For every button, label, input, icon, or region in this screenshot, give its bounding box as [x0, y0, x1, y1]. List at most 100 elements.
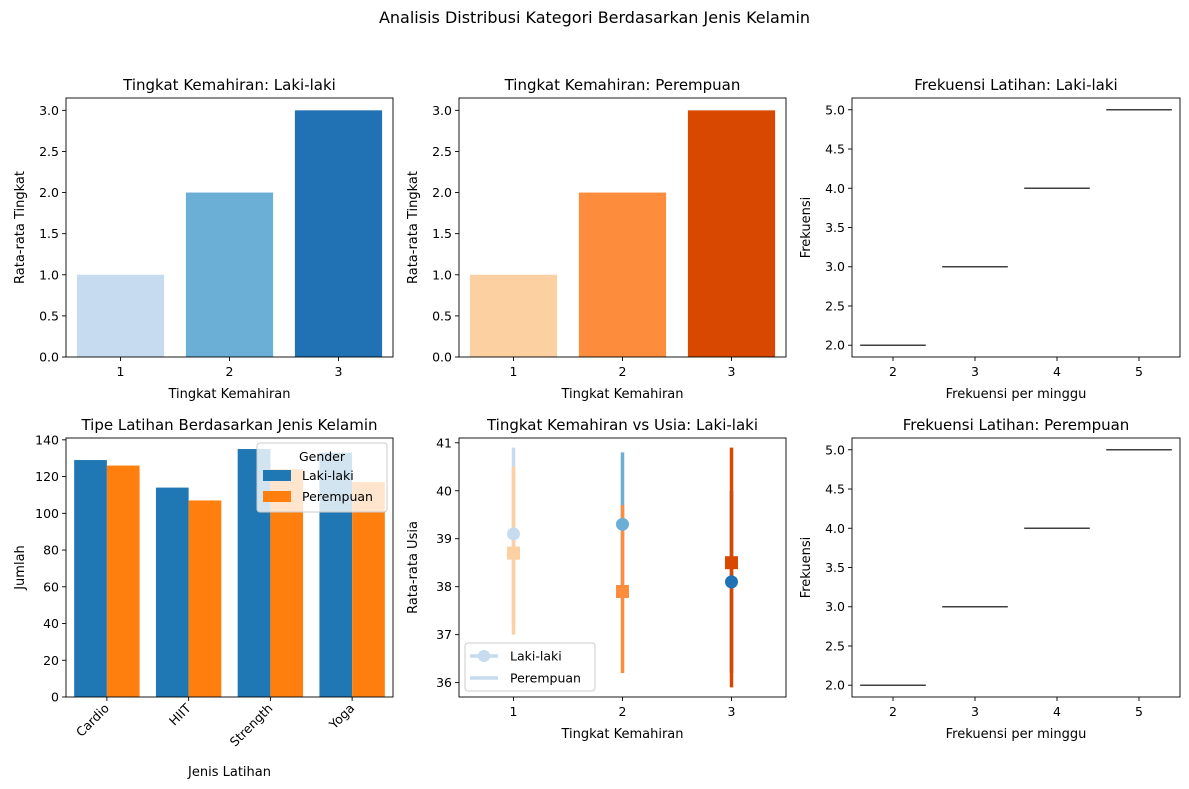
x-axis-label: Tingkat Kemahiran: [167, 387, 290, 402]
y-tick-label: 2.0: [432, 185, 452, 200]
bar-1: [76, 274, 165, 357]
x-axis-label: Tingkat Kemahiran: [560, 727, 683, 742]
chart-panel-p4: 0 20 40 60 80 100 120 140 Cardio HIIT Strength Yoga…: [13, 416, 394, 780]
bar-Cardio-Perempuan: [106, 465, 140, 697]
chart-panel-p6: 2.0 2.5 3.0 3.5 4.0 4.5 5.0 2 3 4 5 Frekuensi Latih…: [799, 416, 1181, 742]
x-axis-label: Tingkat Kemahiran: [560, 387, 683, 402]
y-tick-label: 80: [43, 543, 59, 558]
y-tick-label: 20: [43, 653, 59, 668]
x-tick-label: 3: [971, 704, 979, 719]
bar-2: [185, 192, 274, 357]
legend: Laki-laki Perempuan: [464, 642, 596, 692]
y-tick-label: 2.0: [39, 185, 59, 200]
y-axis-label: Jumlah: [13, 545, 28, 591]
x-tick-label: 3: [728, 364, 736, 379]
x-tick-label: 1: [510, 364, 518, 379]
y-tick-label: 100: [35, 506, 59, 521]
y-tick-label: 4.5: [825, 142, 845, 157]
y-tick-label: 40: [436, 483, 452, 498]
y-axis-label: Frekuensi: [799, 537, 814, 599]
y-tick-label: 4.0: [825, 521, 845, 536]
x-tick-label: 3: [971, 364, 979, 379]
chart-panel-p5: 36 37 38 39 40 41 1 2 3 Tingkat Kemahiran vs Usia…: [406, 416, 787, 742]
y-tick-label: 3.0: [825, 599, 845, 614]
legend-label: Perempuan: [510, 671, 581, 686]
x-tick-label: Yoga: [325, 701, 357, 733]
y-tick-label: 38: [436, 579, 452, 594]
x-tick-label: HIIT: [166, 700, 194, 728]
y-tick-label: 37: [436, 627, 452, 642]
chart-title: Tingkat Kemahiran: Perempuan: [504, 76, 741, 94]
figure-suptitle: Analisis Distribusi Kategori Berdasarkan…: [379, 8, 810, 27]
y-tick-label: 120: [35, 469, 59, 484]
x-tick-label: Cardio: [73, 701, 112, 740]
point-Laki-laki-2: [616, 517, 629, 531]
y-tick-label: 0.0: [432, 350, 452, 365]
bar-HIIT-Perempuan: [188, 500, 222, 697]
x-tick-label: 3: [335, 364, 343, 379]
y-tick-label: 4.0: [825, 181, 845, 196]
y-axis-label: Rata-rata Tingkat: [406, 171, 421, 284]
bar-HIIT-Laki-laki: [155, 487, 189, 697]
legend-title: Gender: [299, 449, 346, 464]
y-tick-label: 1.0: [39, 267, 59, 282]
x-tick-label: 2: [889, 704, 897, 719]
point-Perempuan-3: [725, 556, 738, 570]
axes-frame: [65, 437, 394, 698]
legend-swatch-Perempuan: [263, 491, 291, 502]
x-tick-label: 2: [619, 364, 627, 379]
chart-panel-p3: 2.0 2.5 3.0 3.5 4.0 4.5 5.0 2 3 4 5 Frekuensi Latih…: [799, 76, 1181, 402]
x-tick-label: 4: [1053, 364, 1061, 379]
legend-label: Laki-laki: [510, 649, 562, 664]
x-tick-label: Strength: [227, 701, 276, 750]
y-tick-label: 3.0: [432, 103, 452, 118]
y-tick-label: 140: [35, 432, 59, 447]
y-tick-label: 2.0: [825, 678, 845, 693]
bar-3: [687, 110, 776, 357]
chart-panel-p2: 0.0 0.5 1.0 1.5 2.0 2.5 3.0 1 2 3 Tingkat Kemahira…: [406, 76, 787, 402]
point-Laki-laki-1: [507, 527, 520, 541]
legend-swatch-Laki-laki: [263, 470, 291, 481]
bar-Cardio-Laki-laki: [74, 460, 107, 697]
y-tick-label: 0.0: [39, 350, 59, 365]
x-axis-label: Jenis Latihan: [187, 765, 271, 780]
y-tick-label: 40: [43, 616, 59, 631]
y-tick-label: 3.5: [825, 220, 845, 235]
y-tick-label: 2.5: [825, 638, 845, 653]
y-tick-label: 1.0: [432, 267, 452, 282]
y-tick-label: 3.0: [39, 103, 59, 118]
axes-frame: [851, 97, 1181, 358]
y-tick-label: 41: [436, 435, 452, 450]
legend: Gender Laki-laki Perempuan: [256, 442, 388, 513]
chart-title: Tipe Latihan Berdasarkan Jenis Kelamin: [80, 416, 377, 434]
y-axis-label: Rata-rata Usia: [406, 521, 421, 614]
y-tick-label: 2.0: [825, 338, 845, 353]
bar-3: [294, 110, 383, 357]
bar-Yoga-Perempuan: [352, 482, 385, 697]
y-tick-label: 60: [43, 579, 59, 594]
chart-title: Tingkat Kemahiran: Laki-laki: [122, 76, 336, 94]
x-tick-label: 2: [889, 364, 897, 379]
x-tick-label: 3: [728, 704, 736, 719]
y-tick-label: 5.0: [825, 102, 845, 117]
y-tick-label: 5.0: [825, 442, 845, 457]
y-tick-label: 3.5: [825, 560, 845, 575]
y-tick-label: 2.5: [39, 144, 59, 159]
x-tick-label: 5: [1135, 704, 1143, 719]
x-tick-label: 2: [226, 364, 234, 379]
y-tick-label: 2.5: [825, 298, 845, 313]
y-axis-label: Rata-rata Tingkat: [13, 171, 28, 284]
x-tick-label: 1: [510, 704, 518, 719]
y-tick-label: 1.5: [432, 226, 452, 241]
y-tick-label: 2.5: [432, 144, 452, 159]
y-tick-label: 36: [436, 675, 452, 690]
bar-1: [469, 274, 558, 357]
y-tick-label: 1.5: [39, 226, 59, 241]
x-axis-label: Frekuensi per minggu: [946, 727, 1087, 742]
chart-title: Frekuensi Latihan: Perempuan: [903, 416, 1130, 434]
y-tick-label: 39: [436, 531, 452, 546]
x-tick-label: 4: [1053, 704, 1061, 719]
x-tick-label: 5: [1135, 364, 1143, 379]
y-tick-label: 0: [51, 690, 59, 705]
